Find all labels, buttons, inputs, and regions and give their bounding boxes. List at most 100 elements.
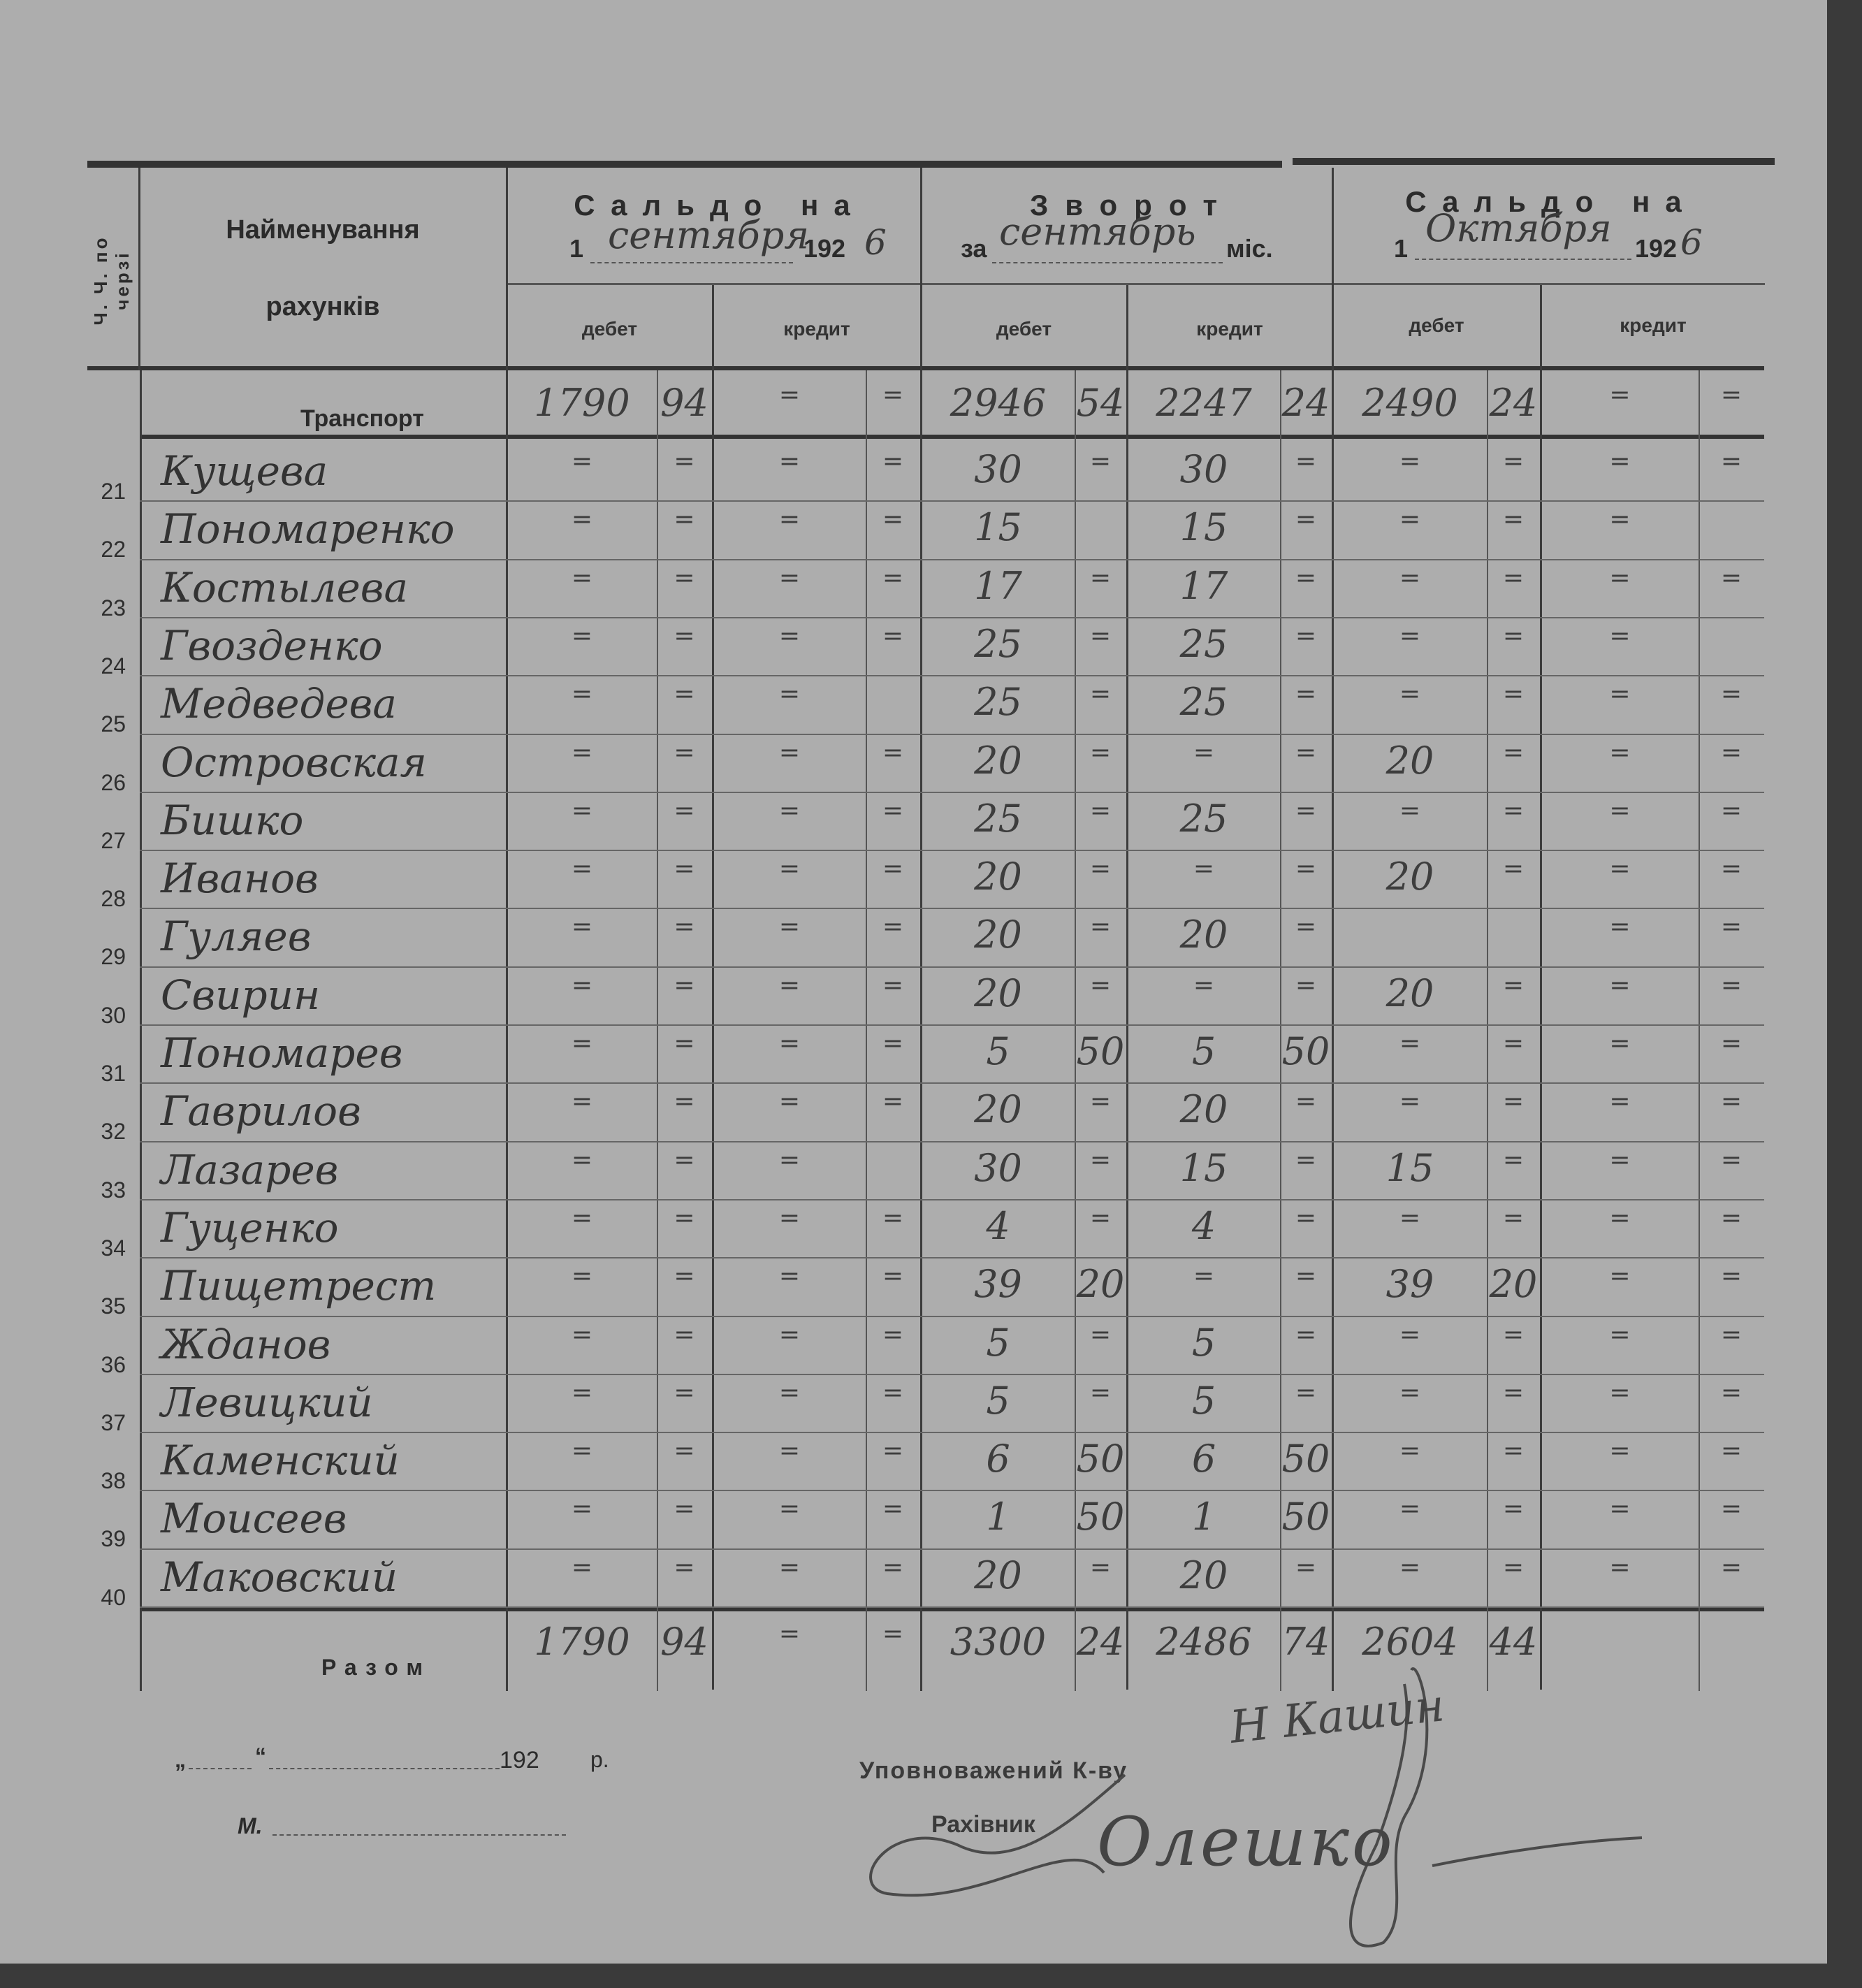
account-name: Моисеев — [161, 1495, 347, 1543]
account-name: Каменский — [161, 1437, 400, 1485]
row-37-turnover-debit-rub: 5 — [986, 1378, 1010, 1423]
date-dotted-line — [590, 262, 793, 263]
row-25-opening-debit-rub: = — [571, 680, 593, 709]
account-name: Маковский — [161, 1553, 398, 1601]
column-divider — [1126, 285, 1128, 1690]
closing-year: 192 — [1635, 234, 1678, 263]
row-26-turnover-debit-rub: 20 — [974, 738, 1022, 783]
account-name: Пономарев — [161, 1029, 403, 1077]
row-40-closing-credit-rub: = — [1609, 1553, 1631, 1582]
row-25-turnover-debit-kop: = — [1089, 680, 1112, 709]
kopeck-divider — [866, 370, 867, 1691]
accountant-label: Рахівник — [931, 1811, 1035, 1838]
kopeck-divider — [657, 370, 658, 1691]
row-22-opening-debit-rub: = — [571, 505, 593, 535]
transport-opening-credit-rub: = — [778, 381, 801, 409]
row-39-closing-debit-kop: = — [1502, 1495, 1525, 1524]
transport-opening-debit-rub: 1790 — [534, 381, 630, 425]
row-28-opening-debit-rub: = — [571, 855, 593, 884]
opening-balance-title: Сальдо на — [574, 189, 866, 222]
header-subrule — [507, 283, 1765, 285]
total-closing-debit-kop: 44 — [1489, 1620, 1538, 1664]
row-31-closing-credit-rub: = — [1609, 1029, 1631, 1058]
row-24-opening-credit-kop: = — [882, 621, 904, 651]
row-23-opening-credit-rub: = — [778, 563, 801, 593]
row-26-turnover-credit-kop: = — [1295, 738, 1317, 767]
row-29-opening-debit-kop: = — [674, 913, 695, 942]
total-opening-debit-rub: 1790 — [534, 1620, 630, 1664]
row-27-closing-credit-kop: = — [1720, 796, 1743, 825]
row-38-opening-debit-rub: = — [571, 1437, 593, 1466]
row-35-opening-debit-kop: = — [674, 1262, 695, 1291]
row-23-closing-debit-rub: = — [1399, 563, 1421, 593]
row-29-closing-credit-kop: = — [1720, 913, 1743, 942]
row-23-closing-debit-kop: = — [1502, 563, 1525, 593]
transport-closing-credit-rub: = — [1609, 381, 1631, 409]
row-number: 26 — [101, 769, 126, 795]
opening-year: 192 — [803, 234, 846, 263]
row-35-turnover-credit-kop: = — [1295, 1262, 1317, 1291]
row-30-opening-debit-kop: = — [674, 971, 695, 1000]
row-40-turnover-debit-kop: = — [1089, 1553, 1112, 1582]
row-25-turnover-credit-kop: = — [1295, 680, 1317, 709]
row-36-opening-credit-rub: = — [778, 1320, 801, 1349]
row-31-turnover-debit-rub: 5 — [986, 1029, 1010, 1073]
month-dotted-line — [992, 262, 1223, 263]
account-name: Гвозденко — [161, 621, 383, 669]
row-32-closing-credit-kop: = — [1720, 1087, 1743, 1117]
row-24-opening-credit-rub: = — [778, 621, 801, 651]
transport-closing-debit-rub: 2490 — [1362, 381, 1458, 425]
row-30-opening-credit-rub: = — [778, 971, 801, 1000]
total-turnover-credit-kop: 74 — [1281, 1620, 1330, 1664]
row-26-opening-debit-kop: = — [674, 738, 695, 767]
signature-flourishes — [869, 1667, 1643, 1947]
row-32-opening-debit-kop: = — [674, 1087, 695, 1117]
row-37-opening-credit-kop: = — [882, 1378, 904, 1407]
row-27-turnover-credit-kop: = — [1295, 796, 1317, 825]
row-rule — [140, 1024, 1764, 1026]
transport-opening-credit-kop: = — [882, 381, 904, 409]
row-number: 25 — [101, 711, 126, 737]
transport-turnover-debit-rub: 2946 — [950, 381, 1047, 425]
account-name: Костылева — [161, 563, 409, 611]
row-28-closing-debit-rub: 20 — [1385, 855, 1434, 899]
row-35-opening-credit-rub: = — [778, 1262, 801, 1291]
kopeck-divider — [1699, 370, 1700, 1691]
row-37-closing-debit-rub: = — [1399, 1378, 1421, 1407]
row-26-opening-credit-rub: = — [778, 738, 801, 767]
row-rule — [140, 1315, 1764, 1317]
account-name: Пищетрест — [161, 1262, 437, 1310]
row-34-turnover-debit-kop: = — [1089, 1203, 1112, 1233]
row-25-closing-credit-rub: = — [1609, 680, 1631, 709]
row-37-opening-debit-kop: = — [674, 1378, 695, 1407]
account-name: Кущева — [161, 447, 328, 495]
row-30-turnover-debit-rub: 20 — [974, 971, 1022, 1015]
row-33-closing-credit-rub: = — [1609, 1145, 1631, 1175]
row-rule — [140, 733, 1764, 735]
row-21-turnover-credit-kop: = — [1295, 447, 1317, 476]
row-number: 27 — [101, 827, 126, 853]
row-21-closing-debit-rub: = — [1399, 447, 1421, 476]
date-year: 192 — [500, 1747, 539, 1773]
row-32-turnover-credit-kop: = — [1295, 1087, 1317, 1117]
turnover-suffix: міс. — [1226, 234, 1273, 263]
row-36-turnover-debit-kop: = — [1089, 1320, 1112, 1349]
row-21-opening-credit-kop: = — [882, 447, 904, 476]
row-rule — [140, 850, 1764, 852]
opening-month: сентября — [608, 213, 810, 257]
row-28-turnover-debit-rub: 20 — [974, 855, 1022, 899]
row-25-closing-debit-rub: = — [1399, 680, 1421, 709]
row-38-closing-credit-kop: = — [1720, 1437, 1743, 1466]
total-opening-debit-kop: 94 — [660, 1620, 708, 1664]
account-name: Гуценко — [161, 1203, 339, 1251]
row-number: 24 — [101, 653, 126, 679]
row-39-closing-debit-rub: = — [1399, 1495, 1421, 1524]
row-30-opening-debit-rub: = — [571, 971, 593, 1000]
row-26-closing-credit-kop: = — [1720, 738, 1743, 767]
row-29-opening-debit-rub: = — [571, 913, 593, 942]
column-divider — [1540, 285, 1542, 1690]
authorized-label: Уповноважений К-ву — [859, 1757, 1128, 1784]
signature-accountant: Олешко — [1097, 1803, 1395, 1881]
row-32-closing-credit-rub: = — [1609, 1087, 1631, 1117]
row-37-turnover-credit-rub: 5 — [1191, 1378, 1216, 1423]
